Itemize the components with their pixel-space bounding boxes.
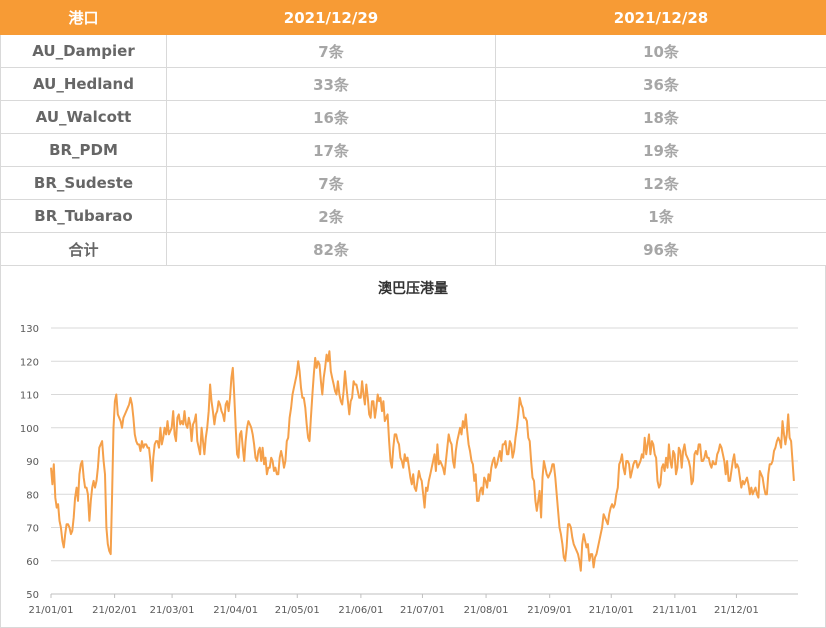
x-tick-label: 21/02/01	[92, 605, 137, 616]
count-date-1: 2条	[166, 199, 496, 233]
count-date-2: 1条	[495, 199, 826, 233]
port-name: AU_Hedland	[0, 67, 167, 101]
y-tick-label: 80	[26, 490, 39, 501]
table-row: AU_Dampier 7条 10条	[0, 34, 826, 68]
table-row: BR_PDM 17条 19条	[0, 133, 826, 167]
header-port: 港口	[0, 0, 167, 35]
x-tick-label: 21/04/01	[213, 605, 258, 616]
line-chart: 50 60 70 80 90 100 110 120 130 21/01/01 21/02/01 21…	[20, 324, 798, 616]
y-tick-label: 130	[20, 324, 39, 335]
series-line	[50, 350, 795, 572]
header-date-2: 2021/12/28	[495, 0, 826, 35]
count-date-1: 7条	[166, 34, 496, 68]
table-total-row: 合计 82条 96条	[0, 232, 826, 266]
count-date-2: 19条	[495, 133, 826, 167]
x-tick-label: 21/07/01	[400, 605, 445, 616]
table-row: AU_Walcott 16条 18条	[0, 100, 826, 134]
chart-panel: 澳巴压港量 50 60 70 80 90 100 110 120 130 21/01/01 21/0…	[0, 265, 826, 628]
x-tick-label: 21/09/01	[527, 605, 572, 616]
header-date-1: 2021/12/29	[166, 0, 496, 35]
y-tick-label: 70	[26, 524, 39, 535]
count-date-2: 18条	[495, 100, 826, 134]
count-date-2: 10条	[495, 34, 826, 68]
total-label: 合计	[0, 232, 167, 266]
x-tick-label: 21/01/01	[29, 605, 74, 616]
port-name: BR_Tubarao	[0, 199, 167, 233]
port-name: AU_Walcott	[0, 100, 167, 134]
port-name: BR_Sudeste	[0, 166, 167, 200]
total-date-1: 82条	[166, 232, 496, 266]
count-date-2: 12条	[495, 166, 826, 200]
count-date-2: 36条	[495, 67, 826, 101]
chart-title: 澳巴压港量	[378, 281, 448, 297]
table-row: AU_Hedland 33条 36条	[0, 67, 826, 101]
x-tick-label: 21/06/01	[338, 605, 383, 616]
count-date-1: 17条	[166, 133, 496, 167]
table-header-row: 港口 2021/12/29 2021/12/28	[0, 0, 826, 35]
y-tick-label: 50	[26, 590, 39, 601]
count-date-1: 7条	[166, 166, 496, 200]
total-date-2: 96条	[495, 232, 826, 266]
x-tick-label: 21/05/01	[275, 605, 320, 616]
x-tick-label: 21/03/01	[150, 605, 195, 616]
port-table: 港口 2021/12/29 2021/12/28 AU_Dampier 7条 1…	[0, 0, 826, 266]
port-name: AU_Dampier	[0, 34, 167, 68]
x-tick-label: 21/10/01	[589, 605, 634, 616]
x-tick-label: 21/12/01	[714, 605, 759, 616]
y-tick-label: 110	[20, 391, 39, 402]
x-tick-label: 21/11/01	[652, 605, 697, 616]
port-name: BR_PDM	[0, 133, 167, 167]
table-row: BR_Sudeste 7条 12条	[0, 166, 826, 200]
x-tick-label: 21/08/01	[464, 605, 509, 616]
y-tick-label: 60	[26, 557, 39, 568]
y-tick-label: 90	[26, 457, 39, 468]
table-row: BR_Tubarao 2条 1条	[0, 199, 826, 233]
y-tick-label: 120	[20, 357, 39, 368]
count-date-1: 33条	[166, 67, 496, 101]
count-date-1: 16条	[166, 100, 496, 134]
y-tick-label: 100	[20, 424, 39, 435]
